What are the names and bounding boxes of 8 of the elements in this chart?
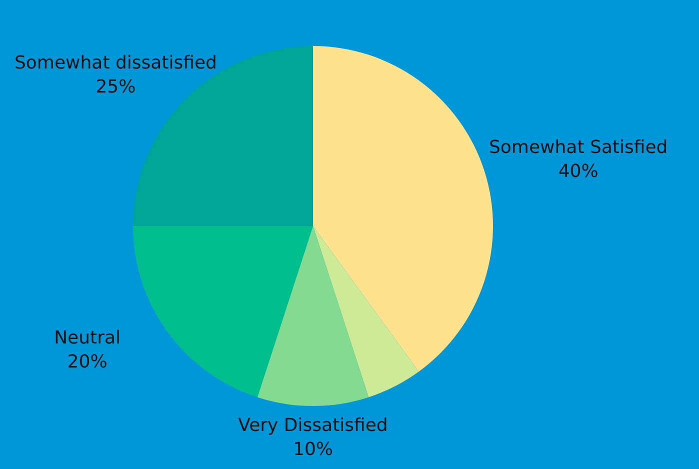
slice-label: Somewhat dissatisfied (14, 52, 217, 74)
data-label: 25% (96, 76, 136, 98)
slice-label: Neutral (54, 328, 121, 349)
data-label: 20% (67, 352, 108, 373)
slice-label: Very Dissatisfied (238, 415, 388, 436)
slice-label: Somewhat Satisfied (488, 137, 668, 158)
data-label: 40% (558, 161, 598, 182)
data-label: 10% (292, 439, 334, 460)
